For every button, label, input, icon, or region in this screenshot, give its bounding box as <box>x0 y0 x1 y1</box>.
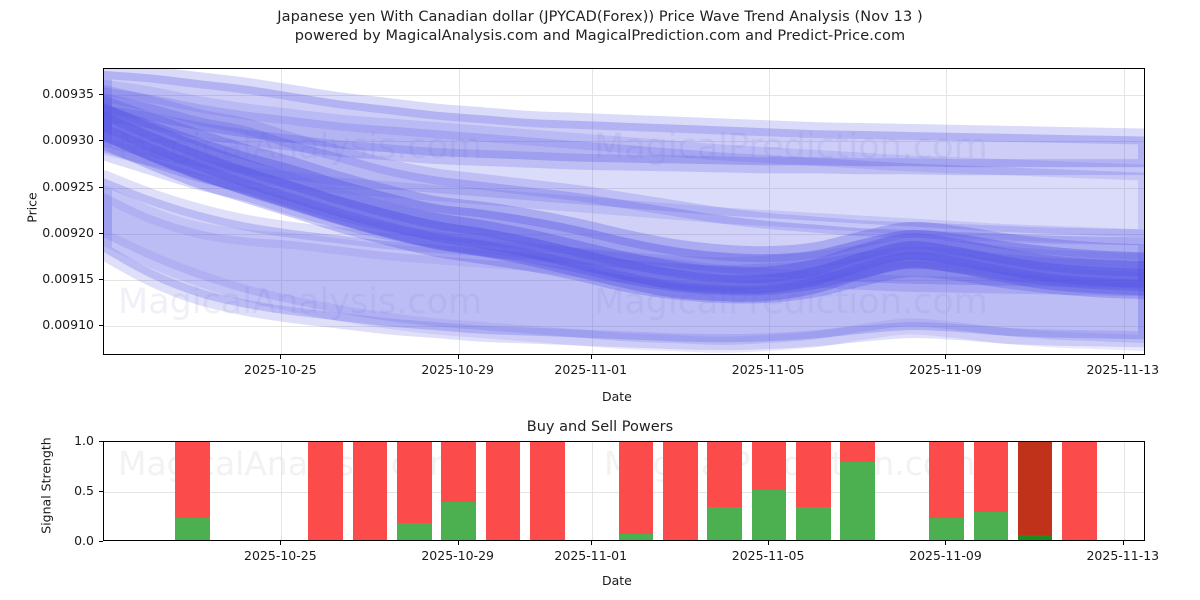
price-y-tickmark <box>99 325 103 326</box>
signal-x-tickmark <box>458 541 459 545</box>
signal-y-tickmark <box>99 441 103 442</box>
signal-bar-sell <box>663 441 698 540</box>
signal-bar-sell <box>707 441 742 507</box>
price-y-tick: 0.00915 <box>20 271 94 286</box>
signal-x-tickmark <box>945 541 946 545</box>
signal-gridline-v <box>592 442 593 540</box>
buy-sell-title: Buy and Sell Powers <box>0 419 1200 435</box>
signal-plot-area: MagicalAnalysis.com MagicalPrediction.co… <box>103 441 1145 541</box>
signal-y-axis-label: Signal Strength <box>39 426 54 546</box>
signal-bar-buy <box>929 518 964 540</box>
price-y-axis-label: Price <box>25 178 40 238</box>
price-x-tickmark <box>1123 355 1124 359</box>
watermark-bottom-right: MagicalPrediction.com <box>604 444 975 483</box>
price-y-tickmark <box>99 140 103 141</box>
price-plot-area: MagicalAnalysis.com MagicalPrediction.co… <box>103 68 1145 355</box>
price-x-tickmark <box>458 355 459 359</box>
title-line-1: Japanese yen With Canadian dollar (JPYCA… <box>0 8 1200 27</box>
signal-x-tick: 2025-11-09 <box>885 548 1005 563</box>
price-x-tickmark <box>591 355 592 359</box>
price-y-tickmark <box>99 233 103 234</box>
price-y-tick: 0.00910 <box>20 317 94 332</box>
price-y-tickmark <box>99 94 103 95</box>
price-y-tick: 0.00935 <box>20 86 94 101</box>
signal-bar-sell <box>1018 441 1053 535</box>
price-x-tick: 2025-10-25 <box>220 362 340 377</box>
price-y-tickmark <box>99 187 103 188</box>
signal-bar-sell <box>929 441 964 518</box>
signal-x-tick: 2025-10-25 <box>220 548 340 563</box>
signal-bar-sell <box>308 441 343 540</box>
signal-bar-buy <box>796 507 831 540</box>
signal-bar-sell <box>397 441 432 523</box>
signal-bar-buy <box>619 534 654 540</box>
signal-bar-buy <box>441 502 476 540</box>
signal-gridline-v <box>1124 442 1125 540</box>
signal-bar-sell <box>840 441 875 462</box>
price-x-tick: 2025-11-13 <box>1063 362 1183 377</box>
signal-y-tickmark <box>99 541 103 542</box>
price-x-tickmark <box>280 355 281 359</box>
signal-x-axis-label: Date <box>602 573 632 588</box>
signal-bar-buy <box>974 512 1009 540</box>
price-band-group <box>104 69 1145 355</box>
signal-x-tick: 2025-11-13 <box>1063 548 1183 563</box>
chart-page: Japanese yen With Canadian dollar (JPYCA… <box>0 0 1200 600</box>
price-y-tick: 0.00930 <box>20 132 94 147</box>
signal-bar-buy <box>1018 535 1053 540</box>
title-line-2: powered by MagicalAnalysis.com and Magic… <box>0 27 1200 46</box>
price-x-tick: 2025-11-05 <box>708 362 828 377</box>
signal-bar-sell <box>974 441 1009 512</box>
price-x-axis-label: Date <box>602 389 632 404</box>
signal-bar-buy <box>840 462 875 540</box>
signal-bar-buy <box>707 507 742 540</box>
signal-y-tickmark <box>99 491 103 492</box>
price-x-tick: 2025-10-29 <box>398 362 518 377</box>
signal-x-tick: 2025-11-05 <box>708 548 828 563</box>
signal-bar-sell <box>486 441 521 540</box>
signal-bar-buy <box>397 523 432 540</box>
signal-bar-buy <box>752 490 787 540</box>
price-y-tickmark <box>99 279 103 280</box>
signal-x-tick: 2025-10-29 <box>398 548 518 563</box>
signal-bar-buy <box>175 518 210 540</box>
signal-bar-sell <box>796 441 831 507</box>
signal-bar-sell <box>175 441 210 518</box>
signal-gridline-v <box>281 442 282 540</box>
page-title: Japanese yen With Canadian dollar (JPYCA… <box>0 8 1200 46</box>
signal-x-tickmark <box>768 541 769 545</box>
signal-x-tickmark <box>591 541 592 545</box>
signal-bar-sell <box>619 441 654 534</box>
price-x-tickmark <box>945 355 946 359</box>
price-x-tickmark <box>768 355 769 359</box>
signal-bar-sell <box>1062 441 1097 540</box>
signal-x-tick: 2025-11-01 <box>531 548 651 563</box>
signal-x-tickmark <box>280 541 281 545</box>
signal-bar-sell <box>353 441 388 540</box>
signal-bar-sell <box>752 441 787 490</box>
price-x-tick: 2025-11-09 <box>885 362 1005 377</box>
signal-bar-sell <box>441 441 476 502</box>
signal-x-tickmark <box>1123 541 1124 545</box>
signal-bar-sell <box>530 441 565 540</box>
price-x-tick: 2025-11-01 <box>531 362 651 377</box>
